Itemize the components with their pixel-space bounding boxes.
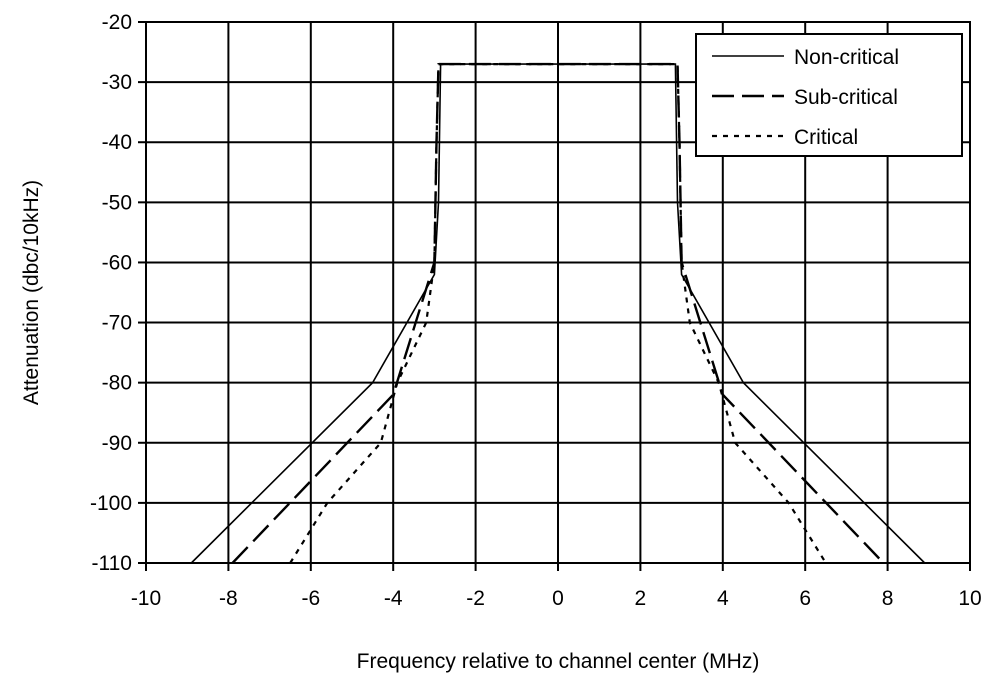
- x-axis-ticks: -10 -8 -6 -4 -2 0 2 4 6 8 10: [131, 563, 982, 610]
- y-tick-label: -110: [92, 552, 132, 575]
- y-axis-label: Attenuation (dbc/10kHz): [20, 180, 43, 405]
- x-tick-label: 0: [552, 587, 564, 610]
- y-tick-label: -50: [102, 191, 132, 214]
- x-tick-label: -6: [301, 587, 320, 610]
- legend: Non-critical Sub-critical Critical: [695, 33, 963, 157]
- series-line-1: [190, 63, 926, 564]
- series-line-3: [289, 62, 827, 564]
- y-tick-label: -80: [102, 372, 132, 395]
- x-tick-label: -4: [384, 587, 403, 610]
- y-tick-label: -100: [90, 492, 132, 515]
- legend-label-2: Sub-critical: [794, 86, 898, 109]
- x-tick-label: -10: [131, 587, 161, 610]
- series-line-2: [231, 62, 885, 564]
- legend-label-3: Critical: [794, 126, 858, 149]
- x-tick-label: -8: [219, 587, 238, 610]
- y-tick-label: -70: [102, 312, 132, 335]
- y-tick-label: -40: [102, 131, 132, 154]
- y-tick-label: -20: [102, 11, 132, 34]
- x-tick-label: 2: [635, 587, 647, 610]
- x-tick-label: 10: [958, 587, 981, 610]
- y-axis-ticks: -20 -30 -40 -50 -60 -70 -80 -90 -100 -110: [90, 11, 146, 575]
- y-tick-label: -30: [102, 71, 132, 94]
- y-tick-label: -60: [102, 251, 132, 274]
- legend-box: [695, 33, 963, 157]
- x-axis-label: Frequency relative to channel center (MH…: [357, 650, 760, 673]
- series-group: [190, 62, 926, 564]
- y-tick-label: -90: [102, 432, 132, 455]
- x-tick-label: 6: [799, 587, 811, 610]
- x-tick-label: 8: [882, 587, 894, 610]
- x-tick-label: 4: [717, 587, 729, 610]
- legend-label-1: Non-critical: [794, 46, 899, 69]
- x-tick-label: -2: [466, 587, 485, 610]
